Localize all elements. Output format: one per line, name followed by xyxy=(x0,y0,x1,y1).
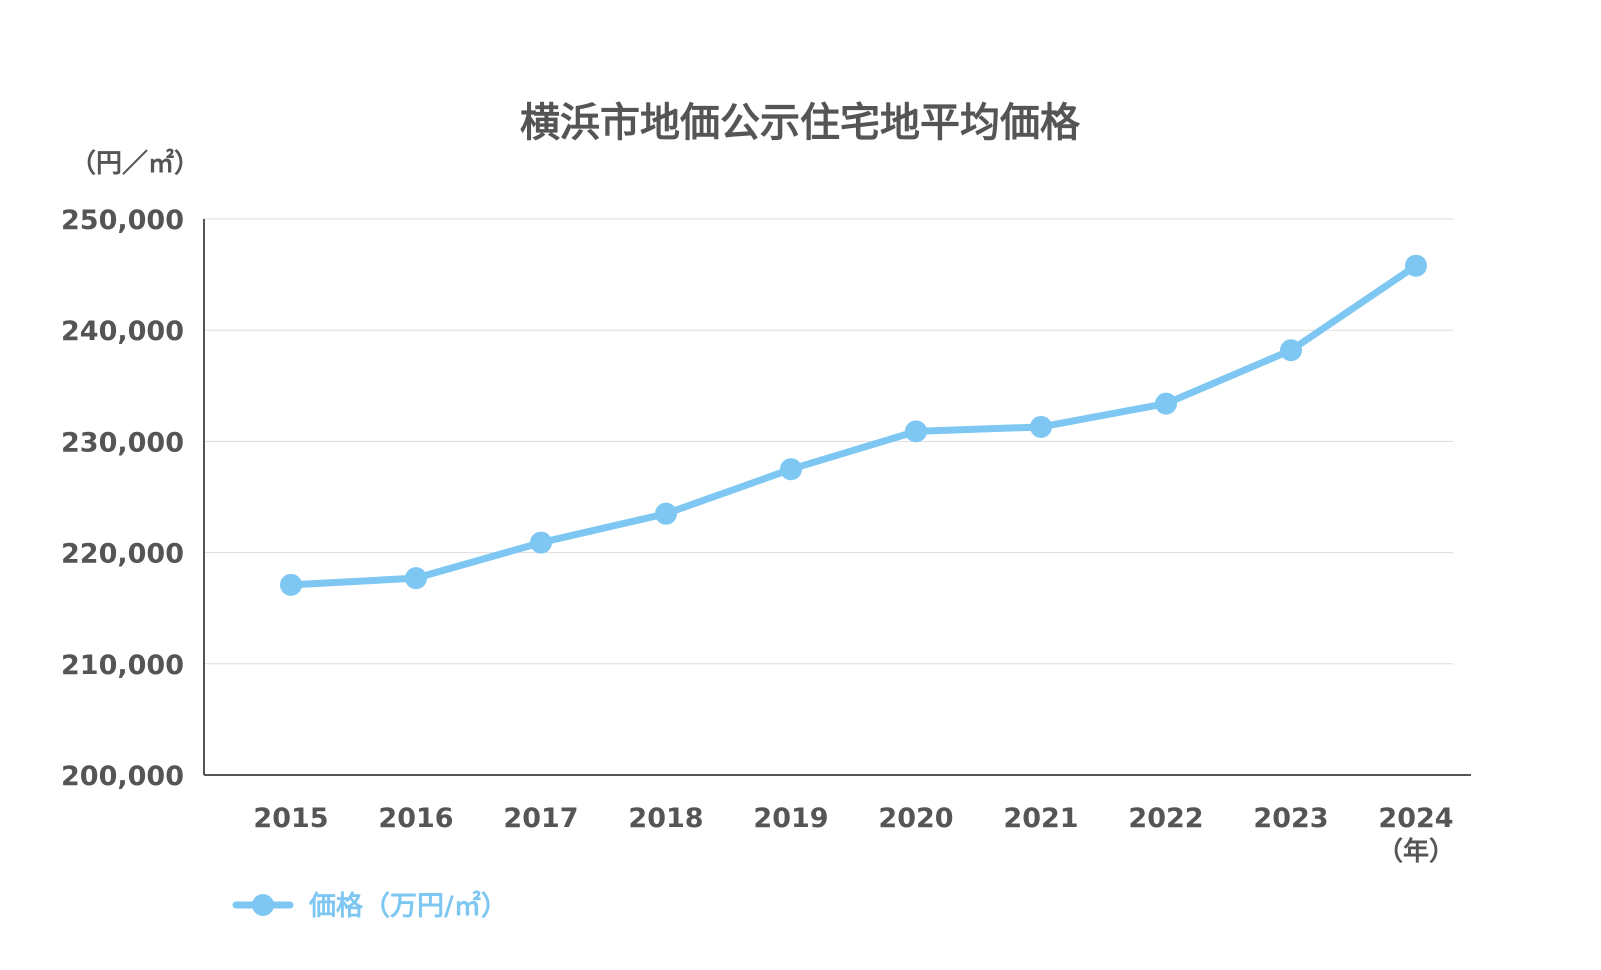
x-tick-label: 2022 xyxy=(1128,803,1203,834)
y-tick-label: 200,000 xyxy=(61,761,184,792)
y-tick-label: 240,000 xyxy=(61,316,184,347)
x-tick-label: 2023 xyxy=(1253,803,1328,834)
data-point-2017 xyxy=(530,531,552,554)
data-point-2023 xyxy=(1280,339,1302,362)
legend: 価格（万円/㎡） xyxy=(232,890,508,922)
y-tick-label: 250,000 xyxy=(61,205,184,236)
y-tick-label: 230,000 xyxy=(61,427,184,458)
chart-title: 横浜市地価公示住宅地平均価格 xyxy=(520,100,1081,146)
data-point-2021 xyxy=(1030,415,1052,438)
x-axis-ticks: 2015 2016 2017 2018 2019 2020 2021 2022 2023 2024 xyxy=(253,803,1453,834)
x-tick-label: 2020 xyxy=(878,803,953,834)
y-axis-unit-label: （円／㎡） xyxy=(70,148,200,179)
y-tick-label: 220,000 xyxy=(61,539,184,570)
series-line xyxy=(287,262,1420,589)
x-tick-label: 2018 xyxy=(628,803,703,834)
gridlines xyxy=(204,218,1453,665)
y-tick-label: 210,000 xyxy=(61,650,184,681)
data-point-2018 xyxy=(655,502,677,525)
data-point-2020 xyxy=(905,420,927,443)
x-tick-label: 2019 xyxy=(753,803,828,834)
axes xyxy=(203,219,1471,776)
data-point-2015 xyxy=(280,573,302,596)
data-point-2019 xyxy=(780,458,802,481)
legend-point-marker xyxy=(252,894,274,916)
data-point-2024 xyxy=(1405,254,1427,277)
x-tick-label: 2024 xyxy=(1378,803,1453,834)
legend-label: 価格（万円/㎡） xyxy=(308,890,508,922)
x-axis-unit-label: （年） xyxy=(1377,836,1455,867)
series-price xyxy=(280,254,1427,596)
x-tick-label: 2016 xyxy=(378,803,453,834)
data-point-2022 xyxy=(1155,392,1177,415)
x-tick-label: 2017 xyxy=(503,803,578,834)
data-point-2016 xyxy=(405,567,427,590)
y-axis-ticks: 200,000 210,000 220,000 230,000 240,000 250,0… xyxy=(61,205,184,792)
x-tick-label: 2015 xyxy=(253,803,328,834)
x-tick-label: 2021 xyxy=(1003,803,1078,834)
